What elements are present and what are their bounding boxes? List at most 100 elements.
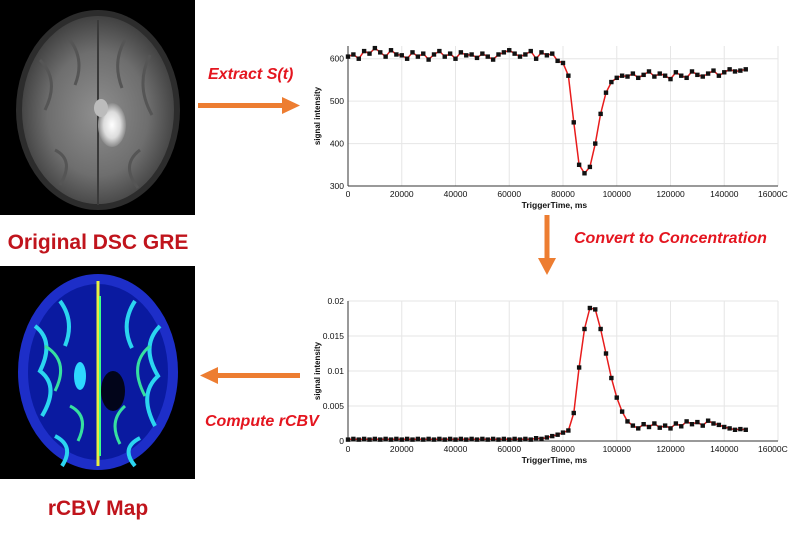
data-point [743,427,748,432]
data-point [646,69,652,74]
data-point [673,70,679,75]
data-point [593,141,598,146]
data-point [458,436,464,442]
data-point [705,418,711,423]
data-point [641,422,646,427]
data-point [727,426,732,431]
arrow-left-icon [200,367,300,384]
data-point [437,48,442,54]
data-point [345,437,351,442]
data-point [469,52,474,57]
data-point [544,435,550,440]
data-point [464,53,469,58]
data-point [625,74,630,79]
data-point [743,67,748,72]
data-point [684,75,689,81]
data-point [711,421,716,426]
step-extract-signal: Extract S(t) [208,66,294,83]
data-point [550,51,555,56]
data-point [619,73,625,78]
data-point [490,57,496,62]
y-tick-label: 0.015 [323,331,345,341]
data-point [388,48,394,53]
data-point [732,69,738,74]
caption-original-dsc-gre: Original DSC GRE [7,231,189,254]
data-point [528,437,533,442]
data-point [630,423,636,428]
data-point [636,75,641,81]
x-tick-label: 140000 [710,444,739,454]
x-axis-label: TriggerTime, ms [522,200,588,210]
y-axis-label: signal intensity [313,341,322,400]
data-point [700,423,705,428]
step-compute-rcbv: Compute rCBV [205,413,319,430]
y-tick-label: 400 [330,139,344,149]
data-point [512,51,517,56]
series-line [347,47,746,175]
data-point [388,437,394,442]
data-point [533,56,539,61]
x-tick-label: 140000 [710,189,739,199]
data-point [474,55,480,61]
data-point [507,437,512,442]
data-point [705,71,711,76]
data-point [566,428,571,433]
y-tick-label: 0 [339,436,344,446]
data-point [609,375,614,381]
data-point [447,51,453,56]
data-point [399,53,404,58]
data-point [603,351,609,356]
data-point [571,120,576,125]
data-point [598,111,603,117]
data-point [426,57,431,62]
data-point [442,54,447,59]
data-point [555,58,560,64]
data-point [367,437,372,442]
data-point [517,437,523,442]
data-point [410,50,415,55]
data-point [507,48,512,53]
data-point [480,51,485,56]
x-tick-label: 40000 [444,444,468,454]
data-point [480,436,485,442]
data-point [619,409,625,414]
data-point [555,432,560,437]
data-point [646,424,652,430]
data-point [372,45,378,51]
x-tick-label: 80000 [551,444,575,454]
data-point [566,73,571,78]
data-point [544,53,550,58]
data-point [394,436,399,442]
data-point [415,436,421,442]
data-point [657,71,662,76]
data-point [571,410,576,416]
data-point [587,164,593,170]
data-point [485,437,490,442]
caption-rcbv-map: rCBV Map [47,497,149,520]
data-point [356,437,361,442]
data-point [716,73,722,78]
data-point [361,48,367,54]
arrow-down-icon [538,215,556,275]
data-point [345,54,351,59]
data-point [378,50,383,55]
x-tick-label: 20000 [390,444,414,454]
data-point [722,70,727,75]
data-point [539,50,544,55]
x-tick-label: 0 [346,189,351,199]
data-point [695,72,700,78]
data-point [560,60,566,66]
data-point [539,436,544,442]
x-tick-label: 100000 [603,444,632,454]
data-point [485,54,490,59]
data-point [517,54,523,59]
x-tick-label: 60000 [497,189,521,199]
data-point [453,56,458,61]
x-tick-label: 120000 [656,444,685,454]
gre-mri-image [0,0,195,215]
y-tick-label: 0.02 [327,296,344,306]
brain-mri-gre-icon [0,0,195,215]
rcbv-map-image [0,266,195,479]
data-point [447,436,453,442]
data-point [652,74,657,79]
